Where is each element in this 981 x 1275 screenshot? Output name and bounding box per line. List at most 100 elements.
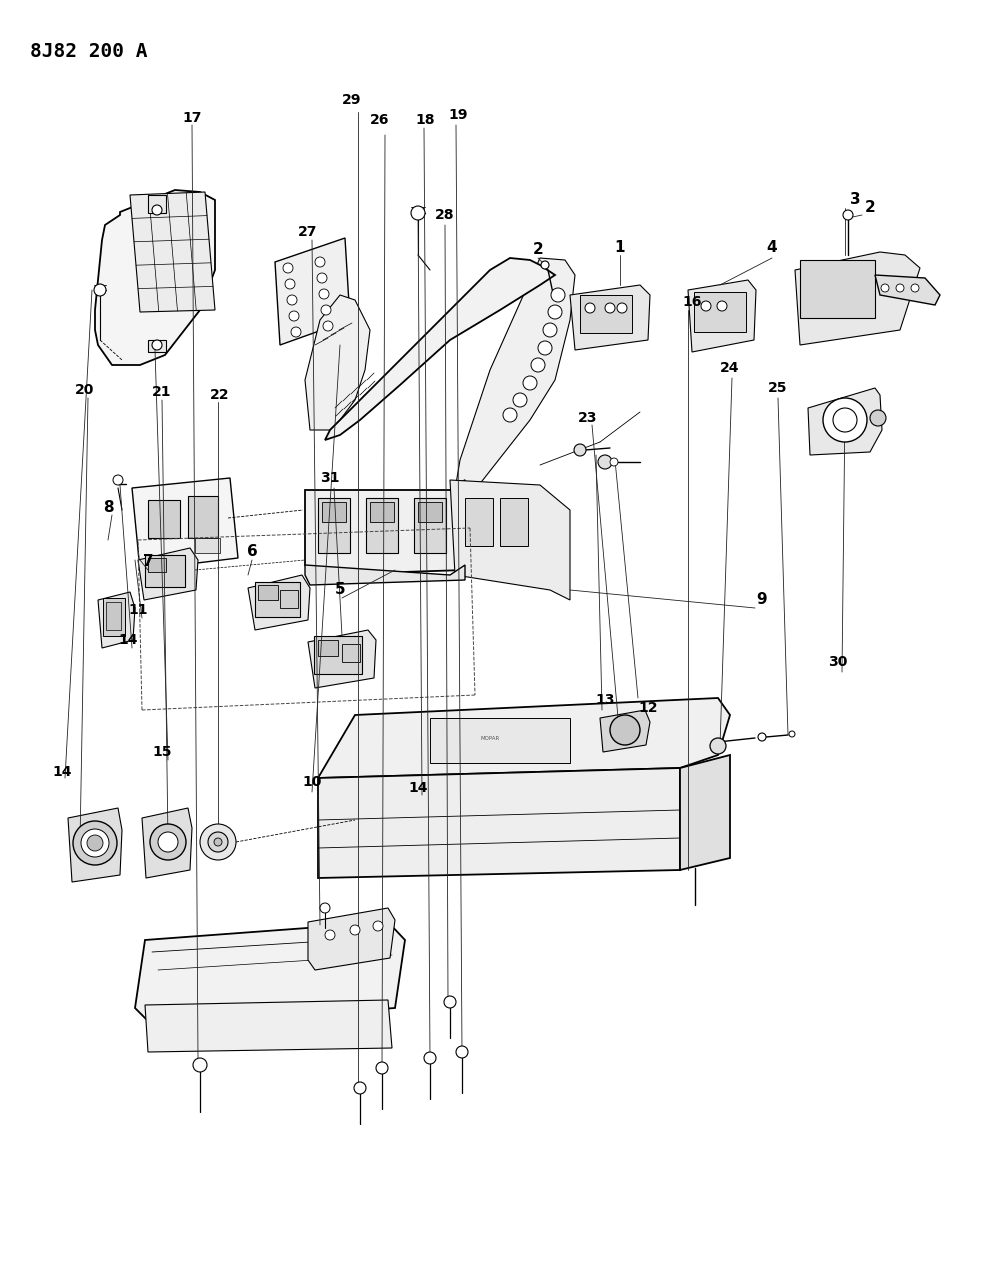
Polygon shape	[795, 252, 920, 346]
Text: 16: 16	[682, 295, 701, 309]
Circle shape	[610, 715, 640, 745]
Text: 10: 10	[302, 775, 322, 789]
Circle shape	[317, 273, 327, 283]
Polygon shape	[808, 388, 882, 455]
Circle shape	[548, 305, 562, 319]
Text: 5: 5	[335, 583, 345, 598]
Text: 9: 9	[756, 593, 767, 607]
Bar	[145, 555, 185, 586]
Text: 8J82 200 A: 8J82 200 A	[30, 42, 147, 61]
Text: 13: 13	[595, 694, 615, 708]
Circle shape	[321, 305, 331, 315]
Text: 3: 3	[850, 193, 860, 208]
Bar	[342, 644, 360, 662]
Polygon shape	[248, 575, 310, 630]
Bar	[148, 340, 166, 352]
Bar	[414, 499, 446, 553]
Circle shape	[758, 733, 766, 741]
Polygon shape	[680, 755, 730, 870]
Bar	[280, 590, 298, 608]
Circle shape	[214, 838, 222, 847]
Circle shape	[315, 258, 325, 266]
Polygon shape	[450, 479, 570, 601]
Text: 7: 7	[142, 555, 153, 570]
Polygon shape	[600, 710, 650, 752]
Text: 31: 31	[320, 470, 339, 484]
Circle shape	[444, 996, 456, 1009]
Text: 27: 27	[298, 224, 318, 238]
Circle shape	[283, 263, 293, 273]
Polygon shape	[318, 768, 680, 878]
Bar	[430, 718, 570, 762]
Bar	[322, 502, 346, 521]
Circle shape	[208, 833, 228, 852]
Polygon shape	[688, 280, 756, 352]
Bar	[580, 295, 632, 333]
Circle shape	[456, 1046, 468, 1058]
Circle shape	[543, 323, 557, 337]
Circle shape	[152, 205, 162, 215]
Polygon shape	[308, 630, 376, 689]
Circle shape	[150, 824, 186, 861]
Bar	[366, 499, 398, 553]
Polygon shape	[305, 479, 465, 575]
Circle shape	[325, 929, 335, 940]
Circle shape	[373, 921, 383, 931]
Circle shape	[843, 210, 853, 221]
Bar	[148, 195, 166, 213]
Text: 14: 14	[408, 782, 428, 796]
Bar	[418, 502, 442, 521]
Bar	[188, 496, 218, 538]
Bar	[148, 500, 180, 538]
Bar	[318, 640, 338, 657]
Bar	[103, 598, 125, 636]
Polygon shape	[570, 286, 650, 351]
Circle shape	[538, 340, 552, 354]
Circle shape	[350, 924, 360, 935]
Polygon shape	[138, 548, 198, 601]
Circle shape	[320, 903, 330, 913]
Circle shape	[574, 444, 586, 456]
Text: 11: 11	[129, 603, 148, 617]
Bar	[318, 499, 350, 553]
Circle shape	[531, 358, 545, 372]
Text: 21: 21	[152, 385, 172, 399]
Text: 25: 25	[768, 381, 788, 395]
Circle shape	[152, 340, 162, 351]
Circle shape	[113, 476, 123, 484]
Text: 19: 19	[448, 108, 468, 122]
Text: 29: 29	[342, 93, 362, 107]
Circle shape	[81, 829, 109, 857]
Polygon shape	[455, 258, 575, 490]
Bar	[370, 502, 394, 521]
Text: 23: 23	[578, 411, 597, 425]
Circle shape	[193, 1058, 207, 1072]
Text: 8: 8	[103, 501, 114, 515]
Bar	[500, 499, 528, 546]
Polygon shape	[98, 592, 135, 648]
Circle shape	[605, 303, 615, 312]
Text: 4: 4	[767, 241, 777, 255]
Text: 20: 20	[76, 382, 95, 397]
Polygon shape	[132, 478, 238, 570]
Circle shape	[87, 835, 103, 850]
Polygon shape	[145, 1000, 392, 1052]
Text: 28: 28	[436, 208, 455, 222]
Circle shape	[200, 824, 236, 861]
Circle shape	[323, 321, 333, 332]
Circle shape	[287, 295, 297, 305]
Bar	[694, 292, 746, 332]
Text: 2: 2	[533, 242, 543, 258]
Polygon shape	[68, 808, 122, 882]
Text: 17: 17	[182, 111, 202, 125]
Text: 18: 18	[415, 113, 435, 128]
Circle shape	[710, 738, 726, 754]
Text: 26: 26	[370, 113, 389, 128]
Circle shape	[319, 289, 329, 300]
Bar	[148, 558, 166, 572]
Bar	[258, 585, 278, 601]
Circle shape	[285, 279, 295, 289]
Circle shape	[424, 1052, 436, 1065]
Polygon shape	[130, 193, 215, 312]
Circle shape	[701, 301, 711, 311]
